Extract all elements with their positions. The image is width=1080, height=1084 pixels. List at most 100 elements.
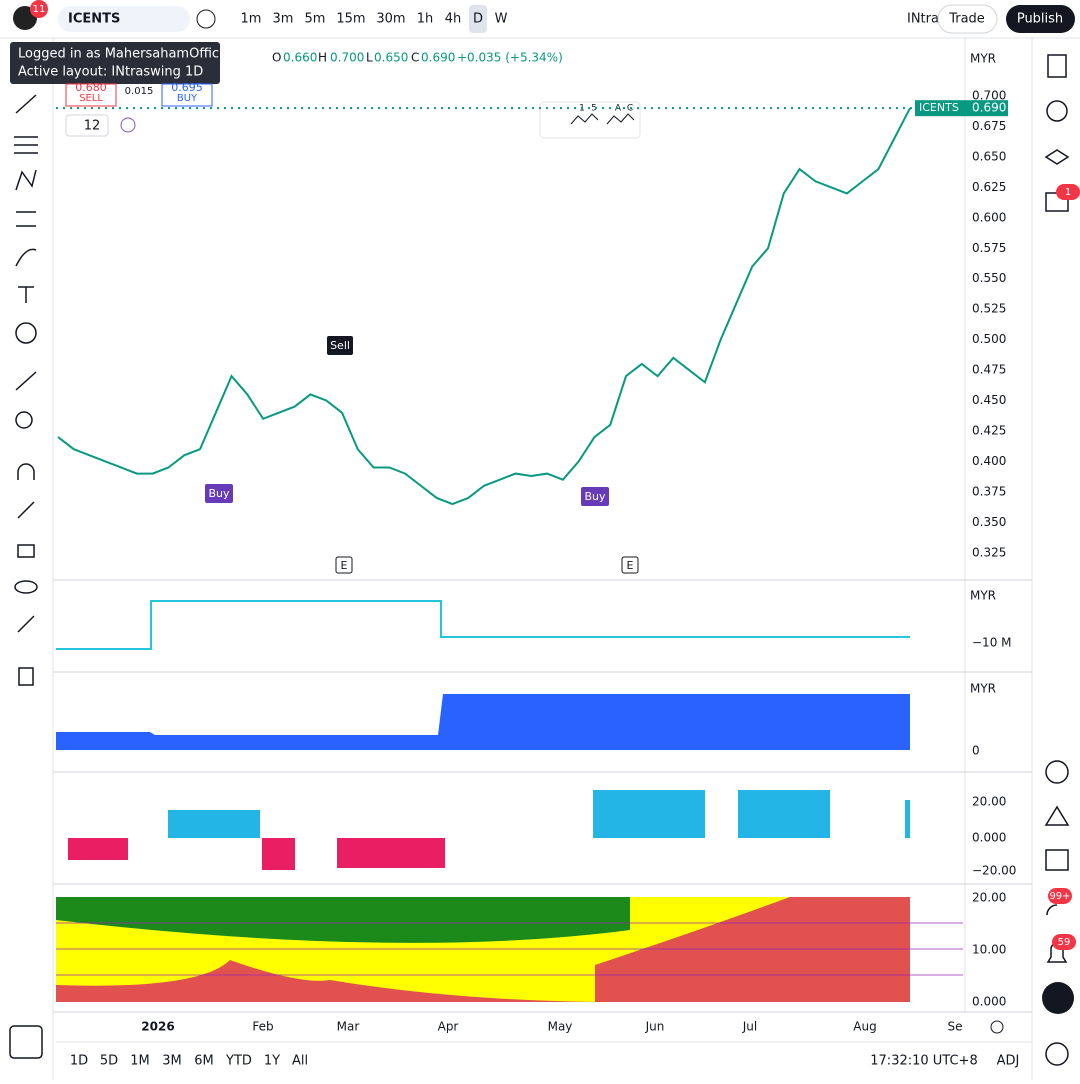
price-tick: 0.475	[972, 363, 1006, 377]
pattern-label: 5	[591, 104, 597, 114]
indicator-toggle[interactable]	[65, 114, 109, 137]
sell-label[interactable]: SELL	[79, 93, 103, 104]
currency[interactable]: MYR	[970, 682, 996, 696]
price-tick: 0.650	[972, 149, 1006, 163]
tooltip-line: Logged in as MahersahamOfficial	[18, 47, 234, 62]
pattern-icon	[570, 113, 599, 125]
badge-count: 11	[33, 4, 46, 15]
ohlc-value: O	[272, 51, 281, 65]
sell-box[interactable]	[65, 83, 117, 107]
sell-price: 0.680	[75, 81, 107, 94]
panel-dividers	[53, 579, 1032, 1013]
interval[interactable]: 4h	[445, 12, 462, 27]
apps-button[interactable]	[1042, 982, 1074, 1014]
interval[interactable]: 3m	[273, 12, 294, 27]
range-button[interactable]: 3M	[162, 1054, 182, 1069]
indicator-line	[56, 600, 910, 650]
indicator-area	[56, 694, 910, 750]
panel-tick: 0.000	[972, 995, 1006, 1009]
symbol[interactable]: ICENTS	[68, 12, 120, 27]
earnings-label[interactable]: E	[627, 559, 634, 572]
buy-marker	[205, 484, 233, 503]
price-tick: 0.450	[972, 393, 1006, 407]
interval[interactable]: 5m	[305, 12, 326, 27]
tooltip	[10, 42, 220, 84]
panel-tick: 20.00	[972, 795, 1006, 809]
interval[interactable]: D	[473, 12, 483, 27]
time-tick: Jul	[742, 1020, 757, 1034]
buy-box[interactable]	[161, 83, 213, 107]
range-button[interactable]: All	[292, 1054, 308, 1069]
pattern-icon	[606, 113, 635, 125]
price-tick: 0.700	[972, 89, 1006, 103]
price-tick: 0.625	[972, 180, 1006, 194]
price-tick: 0.425	[972, 423, 1006, 437]
interval[interactable]: 15m	[336, 12, 365, 27]
drawing-tools[interactable]	[9, 94, 43, 1059]
buy-marker	[581, 487, 609, 506]
price-tick: 0.525	[972, 302, 1006, 316]
settings-icon[interactable]	[990, 1020, 1004, 1034]
time-tick: May	[548, 1020, 573, 1034]
level-lines	[56, 922, 963, 976]
ohlc-value: 0.660	[283, 51, 317, 65]
interval[interactable]: W	[495, 12, 508, 27]
adjust[interactable]: ADJ	[997, 1054, 1020, 1069]
tooltip-line: Active layout: INtraswing 1D	[18, 65, 203, 80]
range-button[interactable]: 1M	[130, 1054, 150, 1069]
buy-marker-label: Buy	[584, 490, 606, 503]
range-button[interactable]: YTD	[225, 1054, 252, 1069]
histogram-down	[68, 838, 445, 870]
buy-marker-label: Buy	[208, 487, 230, 500]
symbol-search[interactable]	[58, 6, 190, 32]
ohlc-value: 0.700	[330, 51, 364, 65]
price-tick: 0.600	[972, 210, 1006, 224]
price-tick: 0.400	[972, 454, 1006, 468]
earnings-label[interactable]: E	[341, 559, 348, 572]
refresh-icon[interactable]	[120, 117, 136, 133]
price-tick: 0.500	[972, 332, 1006, 346]
earnings-marker	[335, 556, 353, 574]
currency[interactable]: MYR	[970, 589, 996, 603]
ohlc-value: H	[318, 51, 327, 65]
time-tick: Feb	[252, 1020, 273, 1034]
time-tick: 2026	[141, 1020, 174, 1034]
badge	[30, 0, 48, 18]
currency[interactable]: MYR	[970, 52, 996, 66]
time-tick: Apr	[438, 1020, 459, 1034]
panel-tick: −10 M	[972, 636, 1012, 650]
band-green	[56, 897, 630, 943]
interval[interactable]: 1m	[241, 12, 262, 27]
badge	[1052, 934, 1076, 950]
publish-button[interactable]	[1006, 5, 1075, 33]
pattern-label: A	[615, 104, 622, 114]
range-button[interactable]: 5D	[100, 1054, 118, 1069]
pattern-toolbar[interactable]	[539, 101, 641, 139]
badge-count: 59	[1058, 937, 1071, 948]
range-button[interactable]: 6M	[194, 1054, 214, 1069]
price-tick: 0.550	[972, 271, 1006, 285]
publish-label[interactable]: Publish	[1017, 12, 1063, 27]
layout-name[interactable]: INtra	[907, 12, 939, 27]
active-interval	[469, 5, 487, 33]
interval[interactable]: 30m	[376, 12, 405, 27]
add-symbol[interactable]	[196, 9, 216, 29]
interval[interactable]: 1h	[417, 12, 434, 27]
ohlc-value: 0.650	[374, 51, 408, 65]
trade-label[interactable]: Trade	[948, 12, 985, 27]
trade-button[interactable]	[937, 4, 998, 34]
badge	[1048, 888, 1072, 904]
time-tick: Jun	[645, 1020, 665, 1034]
badge	[1056, 184, 1080, 200]
range-button[interactable]: 1D	[70, 1054, 88, 1069]
badge-count: 1	[1065, 187, 1071, 198]
buy-label[interactable]: BUY	[177, 93, 198, 104]
last-price-tag	[915, 100, 1008, 117]
earnings-marker	[621, 556, 639, 574]
ohlc-value: C	[411, 51, 419, 65]
ohlc-value: L	[366, 51, 373, 65]
range-button[interactable]: 1Y	[264, 1054, 280, 1069]
price-tick: 0.325	[972, 545, 1006, 559]
indicator-length: 12	[84, 119, 101, 134]
